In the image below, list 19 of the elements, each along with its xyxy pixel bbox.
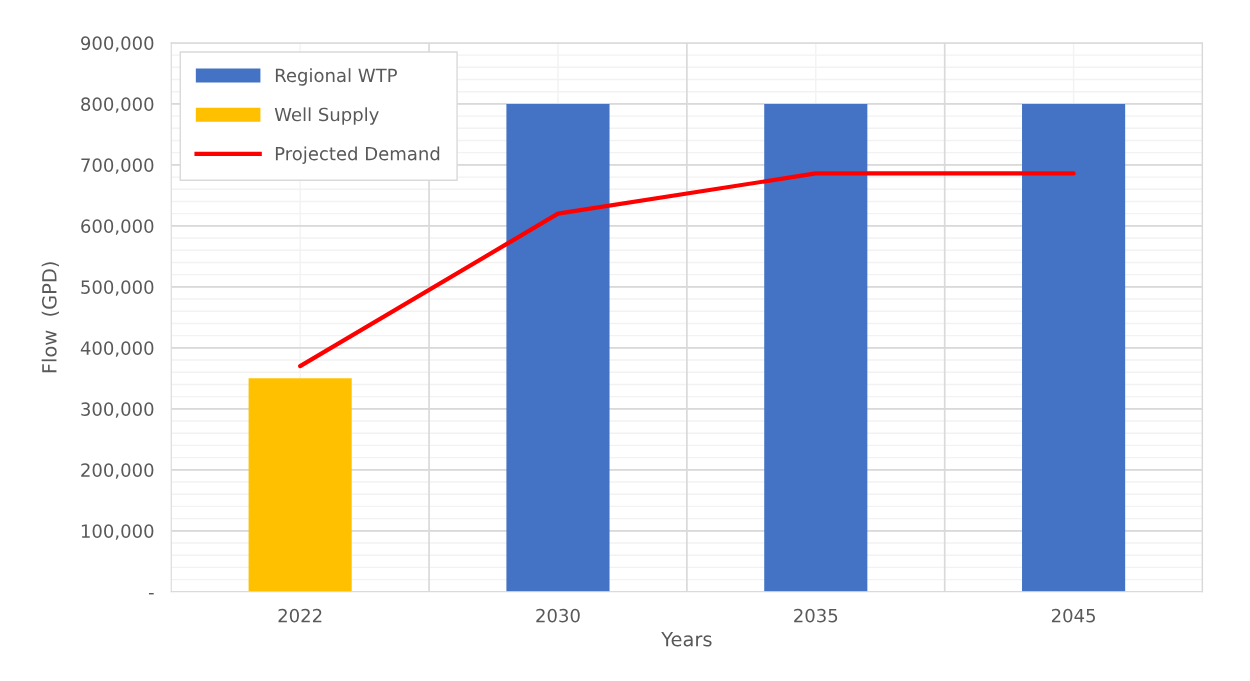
y-tick-label: 400,000 (80, 341, 154, 357)
legend-label: Projected Demand (275, 146, 440, 164)
x-tick-label: 2030 (536, 608, 580, 623)
y-tick-label: 500,000 (81, 280, 154, 296)
x-tick-label: 2035 (794, 608, 838, 623)
legend-label: Well Supply (274, 107, 379, 125)
x-axis-title: Years (661, 632, 712, 647)
legend-label: Regional WTP (275, 68, 397, 86)
y-tick-label: 800,000 (81, 97, 154, 113)
y-tick-label: 600,000 (81, 219, 154, 235)
y-tick-label: 100,000 (81, 524, 154, 540)
y-tick-label: 300,000 (81, 402, 154, 418)
y-tick-label: 700,000 (81, 158, 154, 174)
y-axis-title: Flow (GPD) (41, 262, 59, 373)
x-tick-label: 2022 (278, 608, 322, 623)
x-tick-label: 2045 (1051, 608, 1095, 623)
y-tick-label: 200,000 (81, 463, 154, 479)
y-tick-label: 900,000 (81, 36, 154, 52)
y-tick-label: - (148, 592, 154, 595)
